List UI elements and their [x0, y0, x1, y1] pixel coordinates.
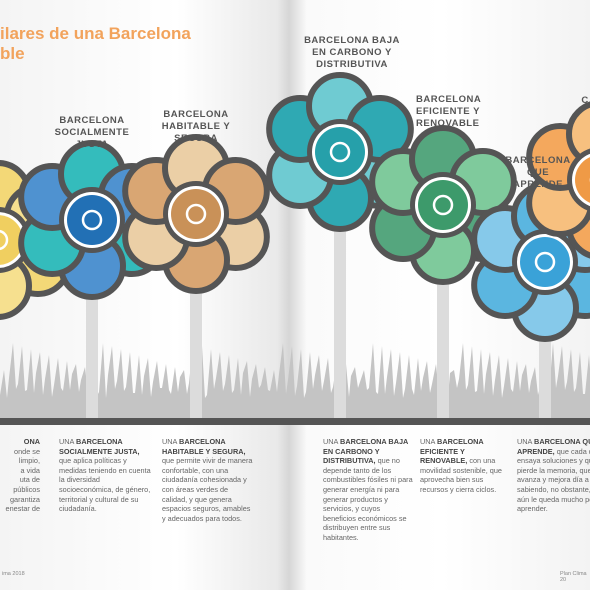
flower-center-fill — [171, 189, 221, 239]
stem — [334, 202, 346, 420]
flower-center-fill — [520, 237, 570, 287]
flower-label: HABITABLE Y — [162, 121, 231, 132]
description: UNA BARCELONA QUE APRENDE, que cada día … — [517, 437, 590, 514]
icon — [0, 229, 9, 251]
description-text: con una movilidad sostenible, que aprove… — [420, 456, 502, 494]
description-line: enestar de — [5, 504, 40, 514]
description-lead: UNA — [162, 437, 178, 446]
footer-right: Plan Clima 20 — [560, 571, 587, 583]
flower-label: BARCELONA BAJA — [304, 35, 400, 46]
description-strong: BARCELONA SOCIALMENTE JUSTA, — [59, 437, 140, 456]
description-lead: UNA — [323, 437, 339, 446]
description-line: onde se — [14, 446, 40, 456]
flower-label: C — [581, 95, 588, 106]
icon — [329, 141, 351, 163]
flower-label: EN CARBONO Y — [312, 47, 392, 58]
icon — [534, 251, 556, 273]
description-line: uta de — [19, 475, 40, 485]
ground — [0, 418, 590, 425]
description-strong: BARCELONA EFICIENTE Y RENOVABLE, — [420, 437, 484, 466]
description-strong: ONA — [23, 437, 40, 446]
title-line: ilares de una Barcelona — [0, 24, 191, 43]
description-text: que permite vivir de manera confortable,… — [162, 456, 253, 523]
description-line: a vida — [20, 465, 40, 475]
flower-label: BARCELONA — [416, 94, 481, 105]
stem — [190, 264, 202, 420]
flower-center-fill — [315, 127, 365, 177]
flower-label: EFICIENTE Y — [416, 106, 480, 117]
flower-label: QUE — [527, 167, 549, 178]
description: UNA BARCELONA HABITABLE Y SEGURA, que pe… — [162, 437, 254, 523]
description: ONA onde se limpio, a vida uta de públicos ga… — [0, 437, 40, 514]
footer-left: ima 2018 — [2, 571, 25, 577]
flower-label: BARCELONA — [505, 155, 570, 166]
flower-label: SOCIALMENTE — [55, 127, 130, 138]
description-lead: UNA — [59, 437, 75, 446]
description-strong: BARCELONA HABITABLE Y SEGURA, — [162, 437, 246, 456]
flower-label: BARCELONA — [59, 115, 124, 126]
icon — [81, 209, 103, 231]
flower-label: DISTRIBUTIVA — [316, 59, 388, 70]
flower-label: SEGURA — [174, 133, 218, 144]
description-text: que no depende tanto de los combustibles… — [323, 456, 413, 542]
petal — [566, 101, 590, 167]
description-text: que cada día ensaya soluciones y que no … — [517, 446, 590, 514]
flower-label: BARCELONA — [163, 109, 228, 120]
description-line: garantiza — [9, 494, 40, 504]
description-lead: UNA — [517, 437, 533, 446]
icon — [185, 203, 207, 225]
description: UNA BARCELONA BAJA EN CARBONO Y DISTRIBU… — [323, 437, 415, 543]
description-line: limpio, — [18, 456, 40, 466]
flower-center-fill — [418, 180, 468, 230]
description: UNA BARCELONA EFICIENTE Y RENOVABLE, con… — [420, 437, 512, 495]
stem — [86, 270, 98, 420]
description-lead: UNA — [420, 437, 436, 446]
flower-label: APRENDE — [513, 179, 563, 190]
description: UNA BARCELONA SOCIALMENTE JUSTA, que apl… — [59, 437, 151, 514]
flower-center-fill — [0, 215, 23, 265]
flower-label: RENOVABLE — [416, 118, 479, 129]
description-line: públicos — [13, 484, 40, 494]
flower-center-fill — [575, 157, 590, 203]
description-strong: BARCELONA BAJA EN CARBONO Y DISTRIBUTIVA… — [323, 437, 409, 466]
flower-label: JUSTA — [76, 139, 109, 150]
title-line: ble — [0, 44, 25, 63]
description-text: que aplica políticas y medidas teniendo … — [59, 456, 151, 514]
flower-center-fill — [67, 195, 117, 245]
stem — [437, 255, 449, 420]
icon — [432, 194, 454, 216]
description-strong: BARCELONA QUE APRENDE, — [517, 437, 590, 456]
